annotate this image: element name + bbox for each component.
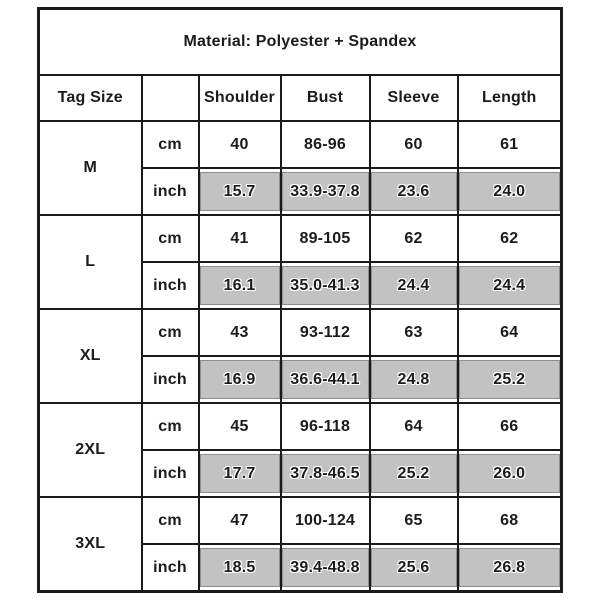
column-header-row: Tag Size Shoulder Bust Sleeve Length xyxy=(37,74,563,122)
measurement-cell: 86-96 xyxy=(279,120,371,169)
table-row-m-inch: inch 15.7 33.9-37.8 23.6 24.0 xyxy=(39,167,563,216)
shaded-value: 36.6-44.1 xyxy=(281,360,369,399)
shaded-value: 26.8 xyxy=(458,548,561,587)
measurement-cell: 47 xyxy=(197,496,282,545)
table-row-m-cm: M cm 40 86-96 60 61 xyxy=(37,120,563,216)
shaded-value: 24.0 xyxy=(458,172,561,211)
header-cell-sleeve: Sleeve xyxy=(368,74,459,122)
shaded-value: 39.4-48.8 xyxy=(281,548,369,587)
size-label-m: M xyxy=(37,120,143,216)
measurement-cell: 63 xyxy=(368,308,459,357)
unit-cell-cm: cm xyxy=(140,402,200,451)
header-cell-shoulder: Shoulder xyxy=(197,74,282,122)
table-row-xl-cm: XL cm 43 93-112 63 64 xyxy=(37,308,563,404)
measurement-cell: 43 xyxy=(197,308,282,357)
shaded-value: 24.4 xyxy=(370,266,457,305)
header-cell-tag-size: Tag Size xyxy=(37,74,143,122)
table-row-3xl-cm: 3XL cm 47 100-124 65 68 xyxy=(37,496,563,593)
measurement-cell: 16.1 xyxy=(197,261,282,310)
measurement-cell: 45 xyxy=(197,402,282,451)
unit-cell-cm: cm xyxy=(140,120,200,169)
measurement-cell: 26.0 xyxy=(456,449,563,498)
measurement-cell: 96-118 xyxy=(279,402,371,451)
material-row: Material: Polyester + Spandex xyxy=(37,7,563,76)
shaded-value: 35.0-41.3 xyxy=(281,266,369,305)
shaded-value: 24.8 xyxy=(370,360,457,399)
measurement-cell: 24.4 xyxy=(368,261,459,310)
unit-cell-cm: cm xyxy=(140,496,200,545)
measurement-cell: 26.8 xyxy=(456,543,563,593)
measurement-cell: 61 xyxy=(456,120,563,169)
shaded-value: 15.7 xyxy=(199,172,280,211)
table-row-l-inch: inch 16.1 35.0-41.3 24.4 24.4 xyxy=(39,261,563,310)
table-row-2xl-inch: inch 17.7 37.8-46.5 25.2 26.0 xyxy=(39,449,563,498)
measurement-cell: 64 xyxy=(368,402,459,451)
measurement-cell: 36.6-44.1 xyxy=(279,355,371,404)
shaded-value: 25.2 xyxy=(458,360,561,399)
shaded-value: 25.2 xyxy=(370,454,457,493)
unit-cell-inch: inch xyxy=(140,449,200,498)
shaded-value: 18.5 xyxy=(199,548,280,587)
material-title: Material: Polyester + Spandex xyxy=(37,7,563,76)
measurement-cell: 24.4 xyxy=(456,261,563,310)
unit-cell-inch: inch xyxy=(140,261,200,310)
size-label-l: L xyxy=(37,214,143,310)
measurement-cell: 41 xyxy=(197,214,282,263)
size-label-xl: XL xyxy=(37,308,143,404)
measurement-cell: 100-124 xyxy=(279,496,371,545)
measurement-cell: 24.8 xyxy=(368,355,459,404)
shaded-value: 37.8-46.5 xyxy=(281,454,369,493)
size-label-3xl: 3XL xyxy=(37,496,143,593)
unit-cell-inch: inch xyxy=(140,543,200,593)
unit-cell-inch: inch xyxy=(140,355,200,404)
measurement-cell: 37.8-46.5 xyxy=(279,449,371,498)
measurement-cell: 23.6 xyxy=(368,167,459,216)
measurement-cell: 40 xyxy=(197,120,282,169)
shaded-value: 23.6 xyxy=(370,172,457,211)
measurement-cell: 35.0-41.3 xyxy=(279,261,371,310)
unit-cell-cm: cm xyxy=(140,308,200,357)
measurement-cell: 33.9-37.8 xyxy=(279,167,371,216)
measurement-cell: 25.6 xyxy=(368,543,459,593)
header-cell-unit xyxy=(140,74,200,122)
shaded-value: 26.0 xyxy=(458,454,561,493)
measurement-cell: 16.9 xyxy=(197,355,282,404)
measurement-cell: 15.7 xyxy=(197,167,282,216)
header-cell-bust: Bust xyxy=(279,74,371,122)
measurement-cell: 60 xyxy=(368,120,459,169)
table-row-xl-inch: inch 16.9 36.6-44.1 24.8 25.2 xyxy=(39,355,563,404)
measurement-cell: 25.2 xyxy=(368,449,459,498)
measurement-cell: 62 xyxy=(456,214,563,263)
shaded-value: 17.7 xyxy=(199,454,280,493)
measurement-cell: 17.7 xyxy=(197,449,282,498)
shaded-value: 33.9-37.8 xyxy=(281,172,369,211)
measurement-cell: 65 xyxy=(368,496,459,545)
measurement-cell: 39.4-48.8 xyxy=(279,543,371,593)
measurement-cell: 66 xyxy=(456,402,563,451)
shaded-value: 25.6 xyxy=(370,548,457,587)
measurement-cell: 18.5 xyxy=(197,543,282,593)
measurement-cell: 89-105 xyxy=(279,214,371,263)
measurement-cell: 64 xyxy=(456,308,563,357)
measurement-cell: 68 xyxy=(456,496,563,545)
unit-cell-cm: cm xyxy=(140,214,200,263)
measurement-cell: 24.0 xyxy=(456,167,563,216)
measurement-cell: 93-112 xyxy=(279,308,371,357)
size-chart-table: Material: Polyester + Spandex Tag Size S… xyxy=(37,7,564,593)
shaded-value: 24.4 xyxy=(458,266,561,305)
table-row-3xl-inch: inch 18.5 39.4-48.8 25.6 26.8 xyxy=(39,543,563,593)
unit-cell-inch: inch xyxy=(140,167,200,216)
measurement-cell: 25.2 xyxy=(456,355,563,404)
table-row-l-cm: L cm 41 89-105 62 62 xyxy=(37,214,563,310)
header-cell-length: Length xyxy=(456,74,563,122)
size-label-2xl: 2XL xyxy=(37,402,143,498)
shaded-value: 16.9 xyxy=(199,360,280,399)
measurement-cell: 62 xyxy=(368,214,459,263)
table-row-2xl-cm: 2XL cm 45 96-118 64 66 xyxy=(37,402,563,498)
shaded-value: 16.1 xyxy=(199,266,280,305)
